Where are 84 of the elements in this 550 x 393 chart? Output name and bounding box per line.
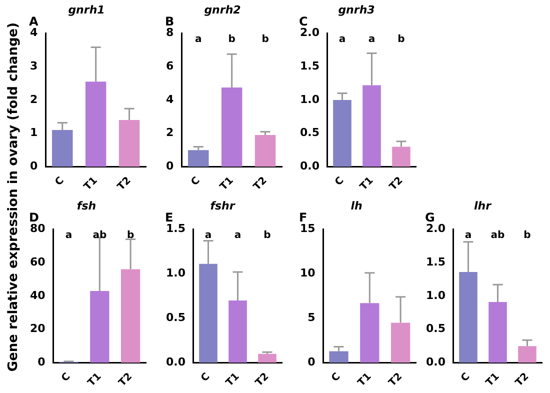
chart-title: fshr (210, 199, 236, 212)
text: D (29, 210, 39, 224)
y-tick-label: 80 (30, 222, 46, 236)
y-tick-label: 2.0 (300, 26, 320, 40)
annotation: a (204, 230, 212, 241)
x-tick-label: T1 (218, 175, 236, 193)
x-tick-label: T1 (82, 175, 100, 193)
x-tick-label: T1 (86, 371, 104, 389)
x-tick-label: C (199, 371, 212, 384)
y-tick-label: 5 (308, 311, 316, 324)
x-tick-label: T1 (484, 371, 502, 389)
text: G (425, 210, 435, 224)
x-tick-label: C (60, 371, 73, 384)
y-tick-label: 3 (30, 59, 38, 72)
y-tick-label: 60 (30, 255, 46, 268)
annotation: b (262, 34, 269, 45)
x-tick-label: C (330, 371, 343, 384)
x-tick-label: T1 (358, 175, 376, 193)
y-tick-label: 8 (166, 26, 174, 40)
y-tick-label: 0.5 (300, 126, 320, 140)
y-tick-label: 4 (30, 26, 38, 40)
x-tick-label: T1 (224, 371, 242, 389)
y-tick-label: 1 (30, 126, 38, 140)
y-tick-label: 0.5 (426, 322, 446, 336)
y-tick-label: 10 (300, 266, 316, 280)
x-tick-label: T2 (386, 371, 405, 389)
x-tick-label: C (333, 175, 346, 188)
y-tick-label: 0 (308, 356, 316, 369)
y-tick-label: 2 (30, 92, 38, 106)
y-tick-label: 0.5 (166, 311, 186, 324)
annotation: a (234, 230, 242, 241)
annotation: b (398, 34, 405, 45)
chart-title: fsh (76, 199, 96, 212)
y-tick-label: 1.5 (426, 255, 446, 268)
y-tick-label: 2 (166, 126, 174, 140)
text: B (165, 14, 174, 28)
annotation: ab (490, 230, 505, 241)
annotation: ab (92, 230, 107, 241)
x-tick-label: T2 (116, 371, 135, 389)
chart-title: lhr (474, 199, 492, 212)
annotation: a (338, 34, 346, 45)
x-tick-label: C (189, 175, 202, 188)
y-tick-label: 1.5 (166, 222, 186, 236)
y-tick-label: 4 (166, 92, 174, 106)
y-tick-label: 0.0 (300, 160, 320, 173)
annotation: a (464, 230, 472, 241)
x-tick-label: T2 (388, 175, 406, 193)
y-axis-title: Gene relative expression in ovary (fold change) (6, 21, 22, 374)
y-tick-label: 2.0 (426, 222, 446, 236)
text: F (299, 210, 308, 224)
y-tick-label: 0.0 (166, 356, 186, 369)
y-tick-label: 0 (166, 160, 174, 173)
x-tick-label: T2 (116, 175, 134, 193)
y-tick-label: 0 (30, 160, 38, 173)
text: C (299, 14, 308, 28)
y-tick-label: 20 (30, 322, 46, 336)
x-tick-label: T2 (254, 371, 272, 389)
x-tick-label: C (459, 371, 472, 384)
chart-title: lh (350, 199, 362, 212)
y-tick-label: 40 (30, 288, 46, 302)
chart-title: gnrh2 (204, 3, 242, 16)
annotation: b (264, 230, 271, 241)
annotation: b (228, 34, 236, 45)
y-tick-label: 6 (166, 59, 174, 72)
annotation: b (126, 230, 134, 241)
y-tick-label: 1.0 (426, 288, 446, 302)
x-tick-label: T2 (514, 371, 532, 389)
y-tick-label: 0 (38, 356, 46, 369)
y-tick-label: 0.0 (426, 356, 446, 369)
x-tick-label: T1 (356, 371, 374, 389)
annotation: a (195, 34, 202, 45)
y-tick-label: 15 (300, 222, 316, 236)
y-tick-label: 1.0 (166, 266, 186, 280)
annotation: a (65, 230, 72, 241)
chart-title: gnrh1 (68, 3, 105, 16)
x-tick-label: C (53, 175, 66, 188)
text: A (29, 14, 39, 28)
x-tick-label: T2 (252, 175, 270, 193)
annotation: b (524, 230, 531, 241)
y-tick-label: 1.0 (300, 92, 320, 106)
y-tick-label: 1.5 (300, 59, 320, 72)
annotation: a (368, 34, 376, 45)
chart-title: gnrh3 (338, 3, 376, 16)
text: E (165, 210, 174, 224)
